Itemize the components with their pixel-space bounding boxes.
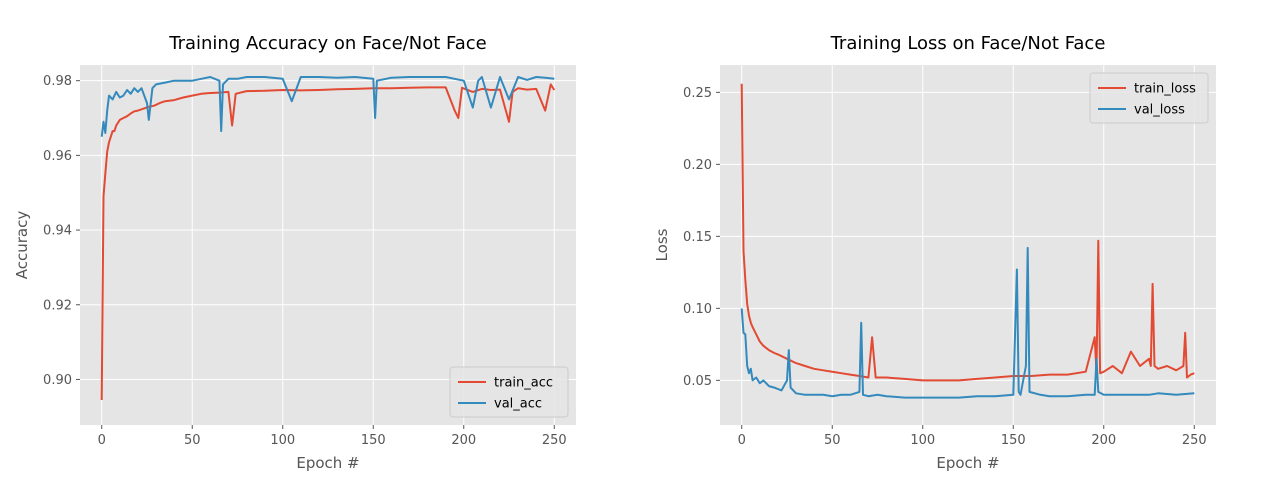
chart1-x-tick-label: 250 xyxy=(542,433,567,448)
chart1-legend-box xyxy=(449,366,569,418)
chart2-x-tick-label: 50 xyxy=(824,433,841,448)
chart2-x-tick-label: 250 xyxy=(1182,433,1207,448)
chart2-series-val_loss xyxy=(740,246,1195,399)
chart2-x-tick-label: 200 xyxy=(1091,433,1116,448)
chart2-legend-label-train_loss: train_loss xyxy=(1134,82,1196,97)
chart2-y-tick-label: 0.25 xyxy=(683,86,712,101)
chart1-x-tick-label: 200 xyxy=(451,433,476,448)
chart2-x-tick-label: 100 xyxy=(910,433,935,448)
chart1: 0 50 100 150 200 250 0.90 0.92 0.94 0.96 0.98 Train… xyxy=(13,33,576,472)
chart2-x-tick-label: 0 xyxy=(738,433,746,448)
chart2-legend-label-val_loss: val_loss xyxy=(1134,103,1185,118)
chart1-plot-area xyxy=(80,65,576,425)
chart2: 0 50 100 150 200 250 0.05 0.10 0.15 0.20 0.25 Train… xyxy=(653,33,1216,472)
chart1-y-tick-label: 0.92 xyxy=(43,298,72,313)
chart1-x-tick-label: 150 xyxy=(361,433,386,448)
chart2-y-tick-label: 0.15 xyxy=(683,230,712,245)
chart2-legend: train_loss val_loss xyxy=(1089,72,1209,124)
chart1-legend: train_acc val_acc xyxy=(449,366,569,418)
chart1-y-tick-label: 0.96 xyxy=(43,149,72,164)
chart2-x-axis-label: Epoch # xyxy=(936,454,999,472)
chart2-series-train_loss xyxy=(740,83,1195,382)
chart1-y-axis-label: Accuracy xyxy=(13,211,31,280)
chart2-y-tick-label: 0.10 xyxy=(683,302,712,317)
chart1-x-tick-label: 100 xyxy=(270,433,295,448)
chart1-x-tick-label: 50 xyxy=(184,433,201,448)
chart1-legend-label-val_acc: val_acc xyxy=(494,397,542,412)
chart1-series-val_acc xyxy=(100,76,555,137)
chart1-y-tick-label: 0.94 xyxy=(43,224,72,239)
chart2-y-tick-label: 0.05 xyxy=(683,374,712,389)
chart1-legend-label-train_acc: train_acc xyxy=(494,376,553,391)
chart1-y-tick-label: 0.98 xyxy=(43,74,72,89)
chart2-y-axis-label: Loss xyxy=(653,228,671,261)
chart2-title: Training Loss on Face/Not Face xyxy=(830,33,1106,54)
chart2-x-tick-label: 150 xyxy=(1001,433,1026,448)
chart1-y-tick-label: 0.90 xyxy=(43,373,72,388)
chart1-series-train_acc xyxy=(100,83,556,401)
chart1-title: Training Accuracy on Face/Not Face xyxy=(168,33,487,54)
chart1-x-axis-label: Epoch # xyxy=(296,454,359,472)
chart1-x-tick-label: 0 xyxy=(98,433,106,448)
chart2-legend-box xyxy=(1089,72,1209,124)
chart2-y-tick-label: 0.20 xyxy=(683,158,712,173)
